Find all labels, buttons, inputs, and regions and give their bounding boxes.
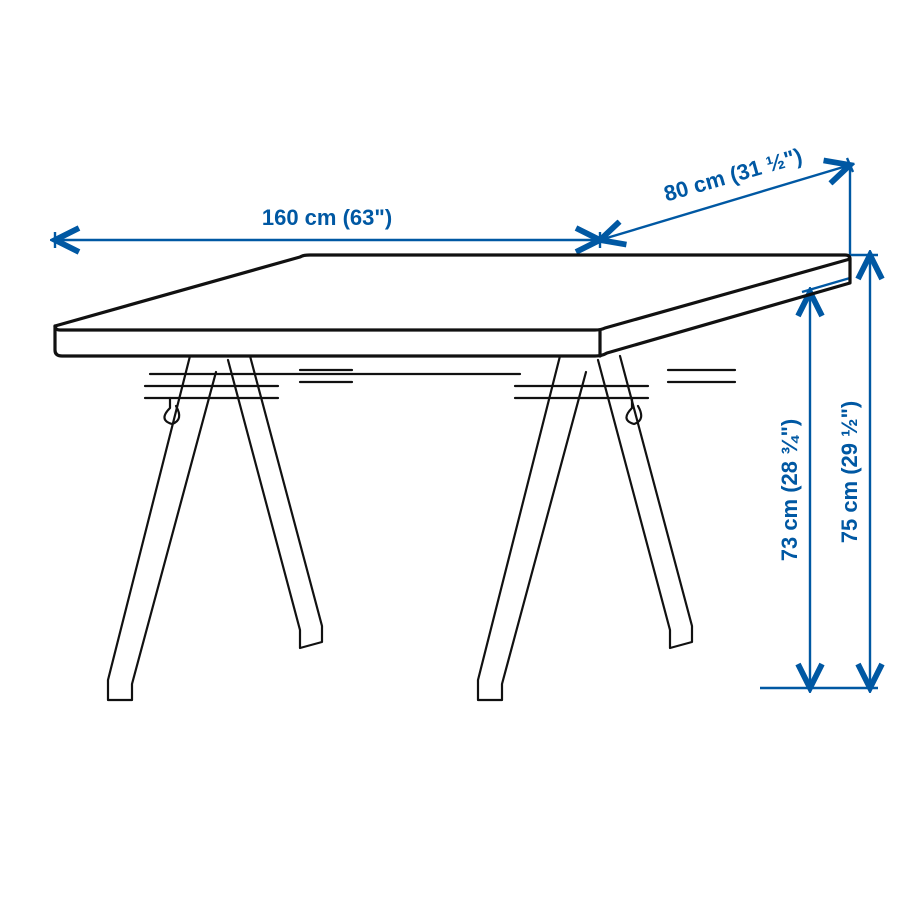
dimension-diagram: 160 cm (63") 80 cm (31 ½") 73 cm (28 ¾")… <box>0 0 900 900</box>
left-leg-rear <box>228 356 322 648</box>
dimension-labels: 160 cm (63") 80 cm (31 ½") 73 cm (28 ¾")… <box>262 143 862 561</box>
label-width: 160 cm (63") <box>262 205 392 230</box>
diagram-svg: 160 cm (63") 80 cm (31 ½") 73 cm (28 ¾")… <box>0 0 900 900</box>
left-leg-front <box>108 356 216 700</box>
tabletop-front-edge <box>55 259 850 356</box>
dimension-lines <box>55 158 878 688</box>
right-leg-rear <box>598 356 692 648</box>
label-depth: 80 cm (31 ½") <box>661 143 805 206</box>
desk-line-art <box>55 255 850 700</box>
right-leg-front <box>478 356 586 700</box>
label-height-under: 73 cm (28 ¾") <box>777 419 802 562</box>
label-height-total: 75 cm (29 ½") <box>837 401 862 544</box>
